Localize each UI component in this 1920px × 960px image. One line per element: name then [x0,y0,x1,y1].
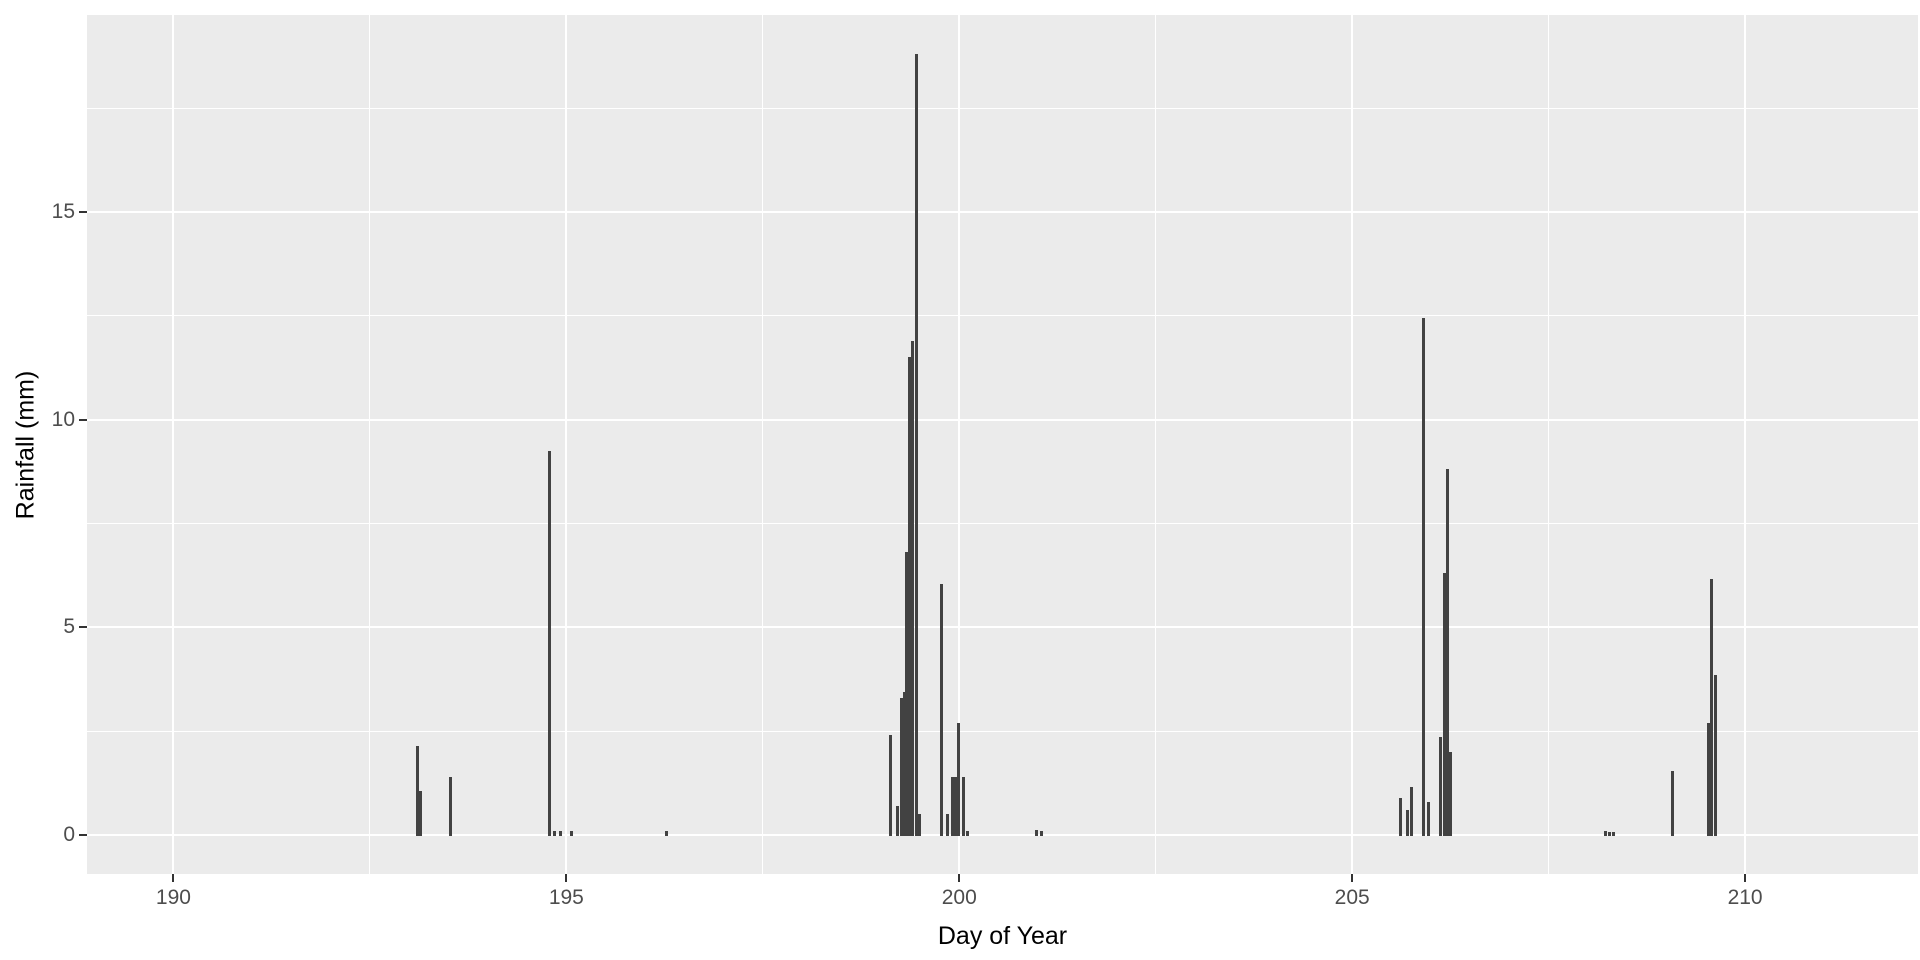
y-axis-title: Rainfall (mm) [11,370,40,519]
y-gridline-minor [87,107,1918,109]
rainfall-bar [419,791,423,837]
x-tick-mark [565,874,568,882]
rainfall-bar [902,691,906,837]
plot-panel [87,15,1918,874]
rainfall-bar [1445,469,1449,837]
rainfall-bar [1603,830,1607,837]
y-gridline-major [87,210,1918,213]
rainfall-bar [1040,830,1044,837]
rainfall-bar [1422,317,1426,837]
x-gridline-minor [1155,15,1157,874]
rainfall-bar [899,697,903,837]
rainfall-bar [966,830,970,837]
y-tick-label: 10 [51,407,75,431]
rainfall-bar [1442,573,1446,837]
y-gridline-major [87,418,1918,421]
rainfall-bar [665,830,669,837]
rainfall-bar [961,776,965,837]
x-gridline-minor [762,15,764,874]
y-tick-mark [79,210,87,213]
rainfall-bar [951,776,955,837]
rainfall-bar [1706,722,1710,837]
y-tick-mark [79,418,87,421]
rainfall-bar [940,583,944,837]
x-gridline-minor [1548,15,1550,874]
x-tick-mark [1351,874,1354,882]
y-tick-label: 5 [63,615,75,639]
rainfall-bar [895,805,899,837]
rainfall-bar [1670,770,1674,837]
x-tick-label: 195 [548,886,584,909]
rainfall-bar [908,357,912,837]
y-gridline-minor [87,315,1918,317]
x-gridline-major [565,15,568,874]
x-tick-label: 190 [155,886,191,909]
rainfall-bar [953,776,957,837]
rainfall-bar [1713,675,1717,837]
rainfall-bar [570,830,574,837]
y-tick-label: 15 [51,199,75,223]
rainfall-bar [1439,737,1443,837]
y-tick-mark [79,833,87,836]
x-tick-mark [958,874,961,882]
rainfall-bar [1709,579,1713,837]
rainfall-bar [416,745,420,837]
x-tick-label: 205 [1334,886,1370,909]
rainfall-bar [548,450,552,837]
x-gridline-minor [369,15,371,874]
x-gridline-major [958,15,961,874]
y-gridline-minor [87,730,1918,732]
x-gridline-major [1744,15,1747,874]
y-gridline-major [87,833,1918,836]
rainfall-bar [956,722,960,837]
x-gridline-major [1351,15,1354,874]
rainfall-bar [914,54,918,837]
x-tick-mark [172,874,175,882]
x-axis-title: Day of Year [937,922,1068,950]
rainfall-bar [1426,801,1430,837]
rainfall-bar [911,340,915,837]
rainfall-bar [1611,832,1615,837]
rainfall-bar [553,830,557,837]
rainfall-bar [945,814,949,837]
rainfall-bar [1399,797,1403,837]
x-tick-label: 200 [941,886,977,909]
y-tick-label: 0 [63,822,75,846]
x-tick-mark [1744,874,1747,882]
x-tick-label: 210 [1727,886,1763,909]
rainfall-bar [1034,829,1038,837]
rainfall-bar [917,814,921,837]
rainfall-bar [905,552,909,837]
rainfall-bar [559,830,563,837]
y-gridline-minor [87,522,1918,524]
rainfall-bar [1448,751,1452,837]
rainfall-bar [1608,831,1612,837]
rainfall-bar [449,776,453,837]
y-gridline-major [87,626,1918,629]
x-gridline-major [172,15,175,874]
y-tick-mark [79,626,87,629]
rainfall-bar [1410,787,1414,837]
rainfall-bar [889,735,893,837]
rainfall-bar [1405,810,1409,837]
